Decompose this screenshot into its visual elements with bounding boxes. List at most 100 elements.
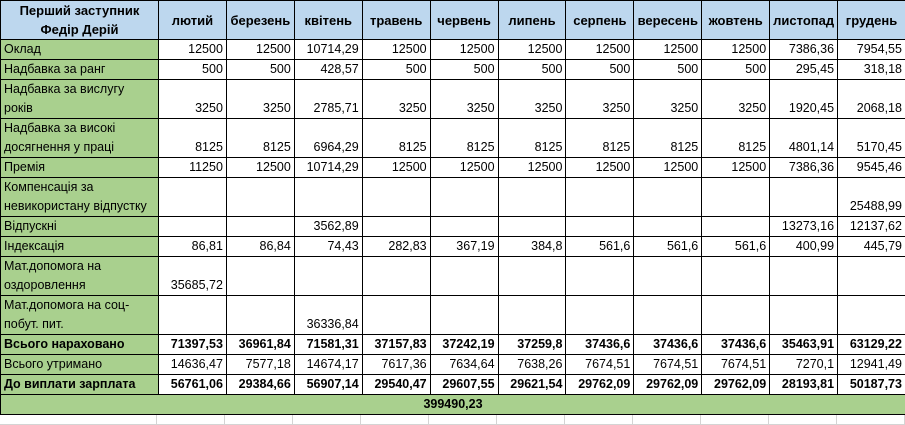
value-cell[interactable]: 12500 — [633, 157, 703, 178]
value-cell[interactable]: 37436,6 — [565, 334, 635, 355]
value-cell[interactable]: 12500 — [225, 39, 295, 60]
value-cell[interactable]: 10714,29 — [293, 39, 363, 60]
month-header-5[interactable]: липень — [497, 0, 567, 40]
value-cell[interactable] — [769, 256, 839, 296]
value-cell[interactable]: 28193,81 — [769, 374, 839, 395]
value-cell[interactable]: 12500 — [565, 157, 635, 178]
value-cell[interactable]: 561,6 — [565, 236, 635, 257]
value-cell[interactable]: 7638,26 — [497, 354, 567, 375]
value-cell[interactable]: 86,84 — [225, 236, 295, 257]
value-cell[interactable]: 36961,84 — [225, 334, 295, 355]
value-cell[interactable]: 63129,22 — [837, 334, 905, 355]
month-header-8[interactable]: жовтень — [701, 0, 771, 40]
value-cell[interactable]: 3562,89 — [293, 216, 363, 237]
value-cell[interactable] — [565, 216, 635, 237]
value-cell[interactable]: 13273,16 — [769, 216, 839, 237]
value-cell[interactable]: 1920,45 — [769, 79, 839, 119]
value-cell[interactable]: 56761,06 — [158, 374, 227, 395]
month-header-7[interactable]: вересень — [633, 0, 703, 40]
value-cell[interactable]: 2068,18 — [837, 79, 905, 119]
value-cell[interactable] — [158, 177, 227, 217]
value-cell[interactable]: 3250 — [497, 79, 567, 119]
value-cell[interactable]: 8125 — [701, 118, 771, 158]
value-cell[interactable] — [565, 177, 635, 217]
value-cell[interactable]: 10714,29 — [293, 157, 363, 178]
value-cell[interactable] — [361, 216, 431, 237]
value-cell[interactable]: 12500 — [361, 39, 431, 60]
value-cell[interactable]: 8125 — [158, 118, 227, 158]
value-cell[interactable] — [158, 216, 227, 237]
value-cell[interactable]: 35685,72 — [158, 256, 227, 296]
value-cell[interactable]: 29762,09 — [701, 374, 771, 395]
value-cell[interactable] — [225, 177, 295, 217]
value-cell[interactable]: 9545,46 — [837, 157, 905, 178]
month-header-1[interactable]: березень — [225, 0, 295, 40]
value-cell[interactable]: 561,6 — [633, 236, 703, 257]
value-cell[interactable]: 7954,55 — [837, 39, 905, 60]
value-cell[interactable]: 74,43 — [293, 236, 363, 257]
value-cell[interactable]: 7386,36 — [769, 157, 839, 178]
value-cell[interactable]: 25488,99 — [837, 177, 905, 217]
value-cell[interactable]: 367,19 — [429, 236, 499, 257]
value-cell[interactable]: 6964,29 — [293, 118, 363, 158]
row-label[interactable]: Оклад — [0, 39, 159, 60]
row-label[interactable]: Надбавка за ранг — [0, 59, 159, 80]
row-label[interactable]: Мат.допомога на оздоровлення — [0, 256, 159, 296]
value-cell[interactable]: 500 — [497, 59, 567, 80]
value-cell[interactable] — [701, 295, 771, 335]
value-cell[interactable] — [497, 295, 567, 335]
row-label[interactable]: Надбавка за високі досягнення у праці — [0, 118, 159, 158]
value-cell[interactable]: 12500 — [158, 39, 227, 60]
value-cell[interactable]: 3250 — [701, 79, 771, 119]
value-cell[interactable]: 12500 — [497, 157, 567, 178]
value-cell[interactable] — [497, 256, 567, 296]
value-cell[interactable]: 500 — [565, 59, 635, 80]
value-cell[interactable] — [633, 256, 703, 296]
value-cell[interactable] — [225, 295, 295, 335]
value-cell[interactable]: 500 — [225, 59, 295, 80]
value-cell[interactable] — [565, 256, 635, 296]
row-label[interactable]: Надбавка за вислугу років — [0, 79, 159, 119]
row-label[interactable]: Компенсація за невикористану відпустку — [0, 177, 159, 217]
value-cell[interactable] — [429, 177, 499, 217]
row-label[interactable]: Всього утримано — [0, 354, 159, 375]
value-cell[interactable]: 8125 — [565, 118, 635, 158]
value-cell[interactable]: 11250 — [158, 157, 227, 178]
row-label[interactable]: Всього нараховано — [0, 334, 159, 355]
value-cell[interactable] — [701, 256, 771, 296]
month-header-4[interactable]: червень — [429, 0, 499, 40]
value-cell[interactable]: 36336,84 — [293, 295, 363, 335]
value-cell[interactable] — [837, 295, 905, 335]
value-cell[interactable] — [429, 295, 499, 335]
value-cell[interactable]: 295,45 — [769, 59, 839, 80]
value-cell[interactable]: 282,83 — [361, 236, 431, 257]
value-cell[interactable]: 8125 — [497, 118, 567, 158]
value-cell[interactable]: 3250 — [361, 79, 431, 119]
value-cell[interactable]: 29762,09 — [633, 374, 703, 395]
value-cell[interactable] — [293, 177, 363, 217]
value-cell[interactable] — [429, 256, 499, 296]
value-cell[interactable]: 7386,36 — [769, 39, 839, 60]
value-cell[interactable]: 12500 — [225, 157, 295, 178]
value-cell[interactable]: 3250 — [429, 79, 499, 119]
value-cell[interactable]: 445,79 — [837, 236, 905, 257]
value-cell[interactable] — [701, 216, 771, 237]
value-cell[interactable]: 500 — [361, 59, 431, 80]
value-cell[interactable]: 29540,47 — [361, 374, 431, 395]
value-cell[interactable] — [701, 177, 771, 217]
row-label[interactable]: Індексація — [0, 236, 159, 257]
value-cell[interactable]: 12500 — [565, 39, 635, 60]
value-cell[interactable]: 3250 — [158, 79, 227, 119]
value-cell[interactable]: 7270,1 — [769, 354, 839, 375]
value-cell[interactable]: 7674,51 — [565, 354, 635, 375]
value-cell[interactable]: 7674,51 — [701, 354, 771, 375]
value-cell[interactable] — [429, 216, 499, 237]
value-cell[interactable]: 561,6 — [701, 236, 771, 257]
value-cell[interactable] — [497, 177, 567, 217]
value-cell[interactable]: 384,8 — [497, 236, 567, 257]
month-header-9[interactable]: листопад — [769, 0, 839, 40]
value-cell[interactable] — [769, 295, 839, 335]
value-cell[interactable] — [769, 177, 839, 217]
value-cell[interactable] — [633, 295, 703, 335]
employee-header-cell[interactable]: Перший заступник Федір Дерій — [0, 0, 159, 40]
